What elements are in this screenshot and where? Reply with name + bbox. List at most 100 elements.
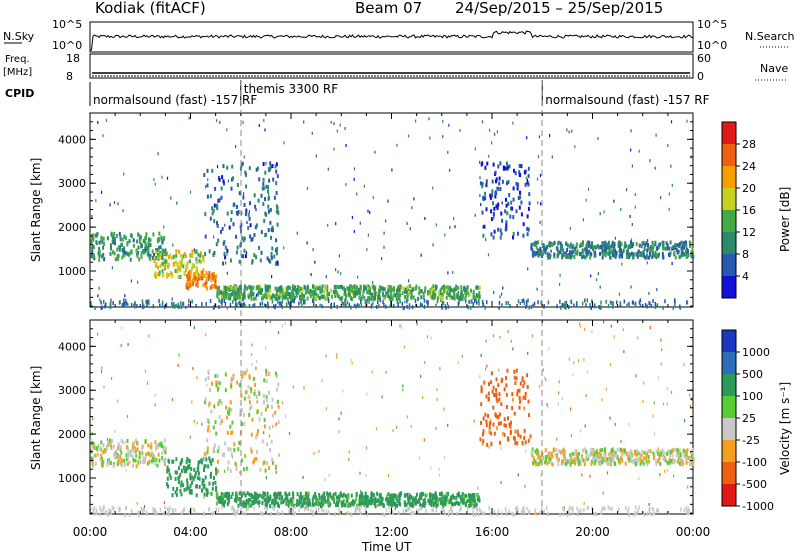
ground-cell bbox=[289, 507, 291, 512]
scatter-point bbox=[359, 221, 361, 225]
ground-cell bbox=[125, 301, 128, 306]
echo-cell bbox=[451, 494, 454, 498]
ground-cell bbox=[534, 511, 536, 516]
echo-cell bbox=[410, 293, 413, 297]
echo-cell bbox=[108, 458, 110, 463]
echo-cell bbox=[206, 286, 208, 291]
scatter-point bbox=[313, 451, 315, 455]
echo-cell bbox=[318, 493, 321, 497]
echo-cell bbox=[163, 264, 166, 269]
ground-cell bbox=[137, 510, 139, 515]
echo-cell bbox=[255, 167, 258, 172]
echo-cell bbox=[542, 242, 545, 247]
echo-cell bbox=[420, 289, 423, 294]
ground-cell bbox=[507, 301, 509, 306]
echo-cell bbox=[409, 290, 412, 295]
echo-cell bbox=[645, 456, 648, 461]
echo-cell bbox=[599, 462, 602, 467]
echo-cell bbox=[214, 279, 217, 284]
colorbar-segment bbox=[722, 484, 736, 506]
echo-cell bbox=[596, 457, 599, 462]
scatter-point bbox=[117, 453, 120, 457]
echo-cell bbox=[364, 491, 367, 496]
echo-cell bbox=[682, 448, 685, 453]
ground-cell bbox=[359, 510, 362, 515]
echo-cell bbox=[479, 181, 482, 186]
scatter-point bbox=[411, 206, 413, 210]
scatter-point bbox=[374, 150, 376, 154]
ground-cell bbox=[164, 505, 166, 510]
echo-cell bbox=[263, 498, 266, 503]
ground-cell bbox=[238, 300, 240, 305]
echo-cell bbox=[159, 264, 162, 269]
echo-cell bbox=[601, 460, 604, 465]
echo-cell bbox=[465, 293, 468, 298]
echo-cell bbox=[527, 399, 530, 404]
echo-cell bbox=[222, 295, 225, 300]
ground-cell bbox=[245, 507, 248, 512]
echo-cell bbox=[681, 459, 684, 464]
scatter-point bbox=[585, 394, 587, 397]
echo-cell bbox=[326, 497, 329, 502]
ground-cell bbox=[107, 512, 109, 517]
cpid-segment-label: normalsound (fast) -157 RF bbox=[93, 93, 257, 107]
echo-cell bbox=[473, 499, 476, 504]
scatter-point bbox=[536, 177, 539, 181]
echo-cell bbox=[648, 246, 651, 251]
echo-cell bbox=[494, 412, 497, 417]
echo-cell bbox=[239, 166, 242, 171]
echo-cell bbox=[169, 253, 172, 258]
echo-cell bbox=[386, 497, 389, 502]
echo-cell bbox=[275, 162, 278, 167]
echo-cell bbox=[344, 290, 346, 294]
scatter-point bbox=[99, 298, 101, 302]
echo-cell bbox=[206, 428, 209, 433]
echo-cell bbox=[336, 291, 339, 296]
scatter-point bbox=[572, 373, 574, 377]
echo-cell bbox=[255, 435, 257, 440]
echo-cell bbox=[371, 292, 373, 297]
scatter-point bbox=[649, 159, 651, 163]
scatter-point bbox=[339, 123, 341, 127]
echo-cell bbox=[119, 455, 122, 459]
echo-cell bbox=[180, 492, 183, 497]
velocity-colorbar-label: Velocity [m s⁻¹] bbox=[778, 382, 792, 475]
echo-cell bbox=[528, 201, 531, 206]
scatter-point bbox=[539, 384, 541, 388]
echo-cell bbox=[227, 285, 230, 290]
echo-cell bbox=[91, 457, 94, 462]
echo-cell bbox=[327, 501, 330, 506]
scatter-point bbox=[109, 203, 111, 207]
ground-cell bbox=[444, 511, 446, 516]
echo-cell bbox=[387, 288, 390, 293]
echo-cell bbox=[289, 293, 292, 298]
scatter-point bbox=[314, 260, 316, 264]
echo-cell bbox=[441, 292, 444, 297]
echo-cell bbox=[502, 166, 505, 171]
scatter-point bbox=[638, 149, 640, 153]
ground-cell bbox=[524, 511, 526, 516]
scatter-point bbox=[381, 395, 383, 399]
scatter-point bbox=[487, 253, 490, 257]
scatter-point bbox=[338, 430, 340, 434]
echo-cell bbox=[260, 193, 263, 198]
echo-cell bbox=[273, 496, 276, 501]
echo-cell bbox=[249, 447, 252, 452]
scatter-point bbox=[485, 339, 487, 343]
echo-cell bbox=[564, 462, 567, 467]
ground-cell bbox=[148, 299, 150, 304]
echo-cell bbox=[161, 455, 163, 460]
echo-cell bbox=[318, 501, 321, 506]
echo-cell bbox=[214, 186, 217, 191]
echo-cell bbox=[628, 450, 631, 455]
ground-cell bbox=[468, 299, 470, 304]
ground-cell bbox=[587, 506, 589, 510]
echo-cell bbox=[266, 491, 269, 496]
echo-cell bbox=[339, 491, 342, 496]
scatter-point bbox=[396, 143, 398, 147]
ground-cell bbox=[528, 510, 530, 515]
ground-cell bbox=[619, 301, 622, 306]
echo-cell bbox=[176, 261, 179, 266]
echo-cell bbox=[360, 496, 363, 501]
echo-cell bbox=[100, 453, 103, 458]
